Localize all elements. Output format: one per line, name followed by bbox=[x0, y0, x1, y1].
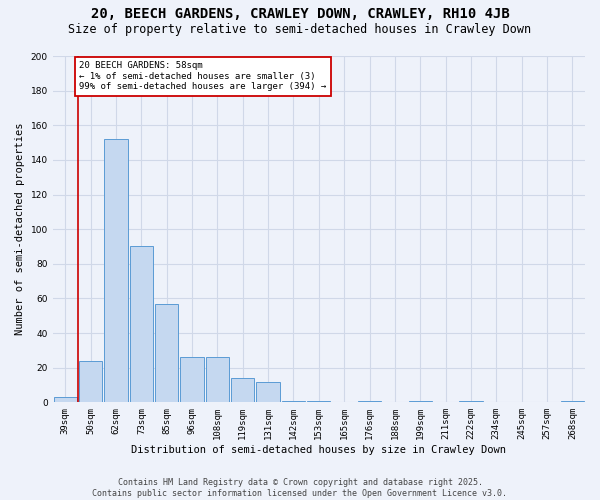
Bar bbox=[307, 400, 331, 402]
Bar bbox=[79, 361, 103, 403]
Bar bbox=[282, 400, 305, 402]
Text: Size of property relative to semi-detached houses in Crawley Down: Size of property relative to semi-detach… bbox=[68, 24, 532, 36]
Bar bbox=[155, 304, 178, 402]
Bar bbox=[358, 400, 381, 402]
Bar bbox=[231, 378, 254, 402]
Bar bbox=[560, 400, 584, 402]
Bar bbox=[181, 358, 204, 403]
Bar bbox=[104, 139, 128, 402]
Text: 20 BEECH GARDENS: 58sqm
← 1% of semi-detached houses are smaller (3)
99% of semi: 20 BEECH GARDENS: 58sqm ← 1% of semi-det… bbox=[79, 61, 326, 91]
Y-axis label: Number of semi-detached properties: Number of semi-detached properties bbox=[15, 123, 25, 336]
Bar bbox=[206, 358, 229, 403]
Bar bbox=[256, 382, 280, 402]
Bar bbox=[53, 397, 77, 402]
Bar bbox=[130, 246, 153, 402]
Text: 20, BEECH GARDENS, CRAWLEY DOWN, CRAWLEY, RH10 4JB: 20, BEECH GARDENS, CRAWLEY DOWN, CRAWLEY… bbox=[91, 8, 509, 22]
Text: Contains HM Land Registry data © Crown copyright and database right 2025.
Contai: Contains HM Land Registry data © Crown c… bbox=[92, 478, 508, 498]
Bar bbox=[459, 400, 482, 402]
Bar bbox=[409, 400, 432, 402]
X-axis label: Distribution of semi-detached houses by size in Crawley Down: Distribution of semi-detached houses by … bbox=[131, 445, 506, 455]
